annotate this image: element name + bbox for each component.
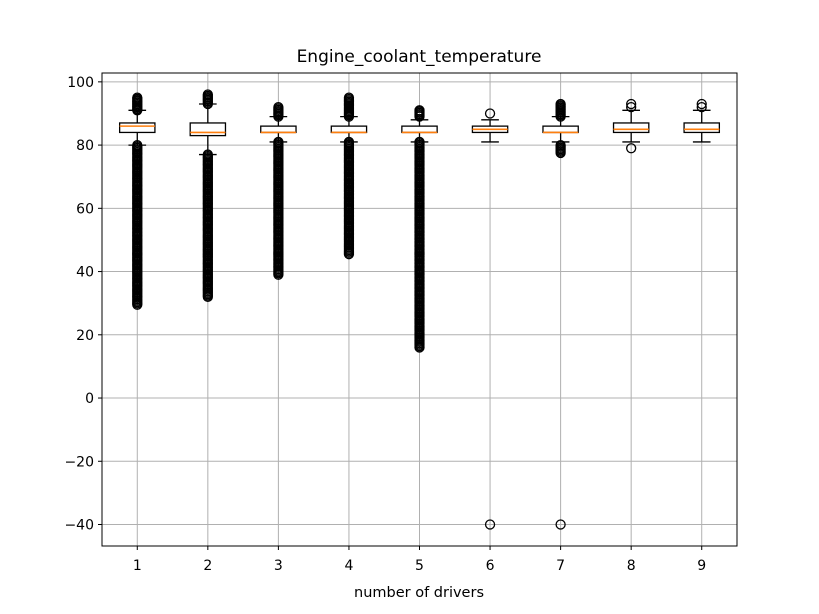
x-axis-label: number of drivers bbox=[354, 585, 484, 601]
box-7 bbox=[542, 98, 579, 530]
x-tick-label: 1 bbox=[133, 558, 142, 574]
box-3 bbox=[260, 101, 297, 280]
y-tick-label: 40 bbox=[76, 265, 94, 281]
box-iqr bbox=[683, 122, 721, 134]
outlier-point bbox=[626, 143, 637, 154]
x-axis-ticks: 1 2 3 4 5 6 7 8 9 bbox=[133, 546, 706, 574]
x-tick-label: 4 bbox=[344, 558, 353, 574]
outlier-point bbox=[555, 519, 566, 530]
outlier-point bbox=[273, 101, 284, 113]
box-iqr bbox=[401, 125, 438, 134]
box-iqr bbox=[260, 125, 297, 134]
outlier-point bbox=[555, 98, 566, 110]
box-iqr bbox=[118, 122, 156, 134]
box-iqr bbox=[612, 122, 650, 134]
y-tick-label: 60 bbox=[76, 201, 94, 217]
outlier-point bbox=[484, 519, 496, 530]
x-tick-label: 5 bbox=[415, 558, 424, 574]
x-tick-label: 6 bbox=[486, 558, 495, 574]
outlier-point bbox=[696, 98, 707, 110]
box-iqr bbox=[542, 125, 579, 134]
y-tick-label: 100 bbox=[67, 75, 94, 91]
box-8 bbox=[612, 98, 650, 154]
outlier-point bbox=[202, 89, 213, 100]
box-2 bbox=[189, 89, 227, 303]
box-series bbox=[118, 89, 721, 530]
chart-title: Engine_coolant_temperature bbox=[297, 47, 542, 67]
x-tick-label: 7 bbox=[556, 558, 565, 574]
plot-frame bbox=[101, 72, 738, 547]
x-tick-label: 9 bbox=[697, 558, 706, 574]
outlier-point bbox=[414, 105, 425, 116]
box-5 bbox=[401, 105, 438, 353]
y-axis-ticks: −40 −20 0 20 40 60 80 100 bbox=[64, 75, 102, 534]
outlier-point bbox=[343, 92, 355, 103]
y-tick-label: 20 bbox=[76, 328, 94, 344]
box-6 bbox=[471, 108, 509, 530]
box-1 bbox=[118, 92, 156, 310]
box-4 bbox=[330, 92, 368, 260]
outlier-point bbox=[132, 92, 143, 103]
y-tick-label: 0 bbox=[85, 391, 94, 407]
x-tick-label: 2 bbox=[203, 558, 212, 574]
box-iqr bbox=[330, 125, 368, 134]
y-tick-label: 80 bbox=[76, 138, 94, 154]
box-9 bbox=[683, 98, 721, 143]
x-tick-label: 3 bbox=[274, 558, 283, 574]
x-tick-label: 8 bbox=[627, 558, 636, 574]
box-iqr bbox=[189, 122, 227, 137]
outlier-point bbox=[484, 108, 496, 119]
y-tick-label: −40 bbox=[64, 518, 94, 534]
y-tick-label: −20 bbox=[64, 454, 94, 470]
outlier-point bbox=[626, 98, 637, 110]
